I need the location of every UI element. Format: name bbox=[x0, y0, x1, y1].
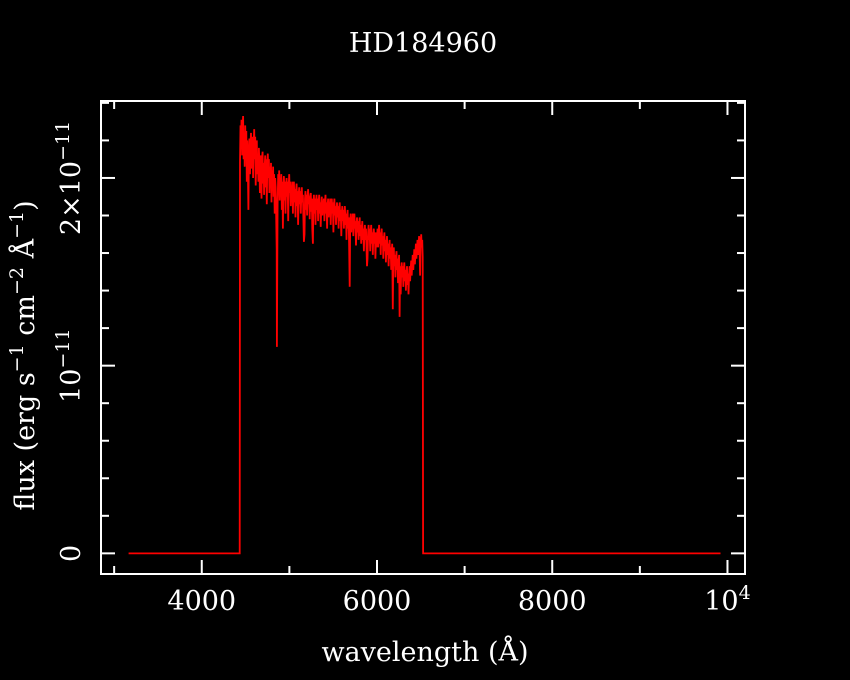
plot-title: HD184960 bbox=[349, 28, 497, 59]
x-tick-label: 4000 bbox=[167, 586, 236, 617]
spectrum-line bbox=[128, 115, 721, 555]
axes-group: 4000 6000 8000 104 0 10−11 2×10−11 flux (erg s−… bbox=[6, 100, 751, 617]
series-group bbox=[128, 115, 721, 555]
y-tick-label: 2×10−11 bbox=[52, 121, 87, 235]
x-axis-label: wavelength (Å) bbox=[321, 635, 528, 668]
plot-frame bbox=[100, 100, 746, 575]
y-tick-label: 10−11 bbox=[52, 328, 87, 402]
y-axis-label: flux (erg s−1 cm−2 Å−1) bbox=[6, 200, 41, 510]
x-tick-label: 6000 bbox=[343, 586, 412, 617]
x-tick-label: 8000 bbox=[518, 586, 587, 617]
x-tick-label: 104 bbox=[704, 582, 750, 617]
y-tick-label: 0 bbox=[56, 545, 87, 562]
